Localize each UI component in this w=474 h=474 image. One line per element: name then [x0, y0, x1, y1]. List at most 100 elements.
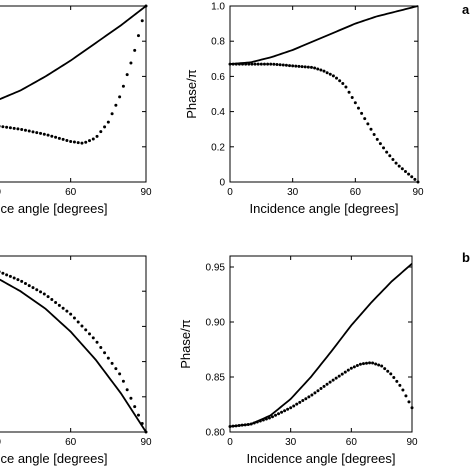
- data-point: [80, 324, 84, 328]
- data-point: [42, 132, 46, 136]
- data-point: [110, 361, 114, 365]
- data-point: [340, 372, 344, 376]
- data-point: [76, 141, 80, 145]
- data-point: [328, 380, 332, 384]
- data-point: [106, 120, 110, 124]
- x-tick-label: 90: [412, 187, 424, 198]
- data-point: [410, 175, 414, 179]
- data-point: [388, 154, 392, 158]
- data-point: [401, 388, 405, 392]
- data-point: [331, 378, 335, 382]
- data-point: [385, 150, 389, 154]
- series-dotted-line: [0, 4, 148, 145]
- x-axis-title: Incidence angle [degrees]: [0, 201, 107, 216]
- data-point: [298, 400, 302, 404]
- data-point: [1, 271, 5, 275]
- data-point: [237, 424, 241, 428]
- data-point: [319, 68, 323, 72]
- data-point: [256, 62, 260, 66]
- data-point: [343, 370, 347, 374]
- data-point: [365, 361, 368, 365]
- data-point: [394, 161, 398, 165]
- x-axis-title: Incidence angle [degrees]: [247, 451, 396, 466]
- data-point: [54, 135, 58, 139]
- data-point: [246, 423, 250, 427]
- data-point: [35, 131, 39, 135]
- data-point: [360, 111, 364, 115]
- y-tick-label: 0: [219, 178, 225, 189]
- data-point: [335, 76, 339, 80]
- x-tick-label: 30: [0, 187, 1, 198]
- data-point: [8, 126, 12, 130]
- data-point: [57, 303, 61, 307]
- data-point: [125, 388, 129, 392]
- data-point: [280, 410, 284, 414]
- data-point: [267, 416, 271, 420]
- data-point: [294, 64, 298, 68]
- data-point: [231, 424, 235, 428]
- data-point: [69, 312, 73, 316]
- y-tick-label: 0.95: [206, 263, 226, 274]
- data-point: [133, 48, 137, 52]
- data-point: [228, 62, 232, 66]
- data-point: [349, 366, 353, 370]
- data-point: [118, 372, 122, 376]
- data-point: [270, 415, 274, 419]
- data-point: [46, 133, 50, 137]
- data-point: [243, 423, 247, 427]
- data-point: [50, 134, 54, 138]
- data-point: [262, 62, 266, 66]
- data-point: [300, 65, 304, 69]
- data-point: [136, 34, 140, 38]
- data-point: [297, 64, 301, 68]
- data-point: [140, 422, 144, 426]
- data-point: [136, 413, 140, 417]
- data-point: [307, 395, 311, 399]
- series-dotted-line: [228, 62, 420, 184]
- data-point: [272, 62, 276, 66]
- data-point: [328, 72, 332, 76]
- data-point: [99, 130, 103, 134]
- data-point: [16, 278, 20, 282]
- data-point: [266, 62, 270, 66]
- data-point: [61, 306, 65, 310]
- x-tick-label: 0: [227, 437, 233, 448]
- data-point: [12, 126, 16, 130]
- data-point: [118, 95, 122, 99]
- x-tick-label: 90: [140, 437, 152, 448]
- data-point: [61, 137, 65, 141]
- data-point: [259, 62, 263, 66]
- data-point: [129, 396, 133, 400]
- x-tick-label: 60: [65, 187, 77, 198]
- data-point: [306, 65, 310, 69]
- data-point: [231, 62, 235, 66]
- data-point: [88, 332, 91, 336]
- y-tick-label: 0.6: [211, 72, 225, 83]
- data-point: [407, 172, 411, 176]
- data-point: [395, 379, 399, 383]
- plot-frame: [0, 5, 147, 183]
- data-point: [352, 365, 356, 369]
- series-solid-line: [229, 5, 419, 65]
- data-point: [389, 372, 393, 376]
- data-point: [325, 382, 329, 386]
- x-tick-label: 90: [140, 187, 152, 198]
- plots: 0306090Incidence angle [degrees]03060900…: [0, 2, 424, 466]
- data-point: [253, 62, 257, 66]
- data-point: [313, 66, 317, 70]
- panel-a-right: 0 30 60 90 0 0.2 0.4 0.6 0.8 1.0 Incidence angle […: [184, 2, 424, 217]
- data-point: [264, 417, 268, 421]
- series-solid-line: [0, 278, 147, 433]
- x-tick-label: 0: [227, 187, 233, 198]
- data-point: [35, 288, 39, 292]
- data-point: [65, 309, 69, 313]
- data-point: [57, 136, 61, 140]
- data-point: [95, 134, 99, 138]
- data-point: [366, 122, 370, 126]
- data-point: [283, 409, 287, 413]
- data-point: [316, 67, 320, 71]
- data-point: [23, 128, 27, 132]
- data-point: [103, 125, 107, 129]
- data-point: [400, 167, 404, 171]
- data-point: [269, 62, 273, 66]
